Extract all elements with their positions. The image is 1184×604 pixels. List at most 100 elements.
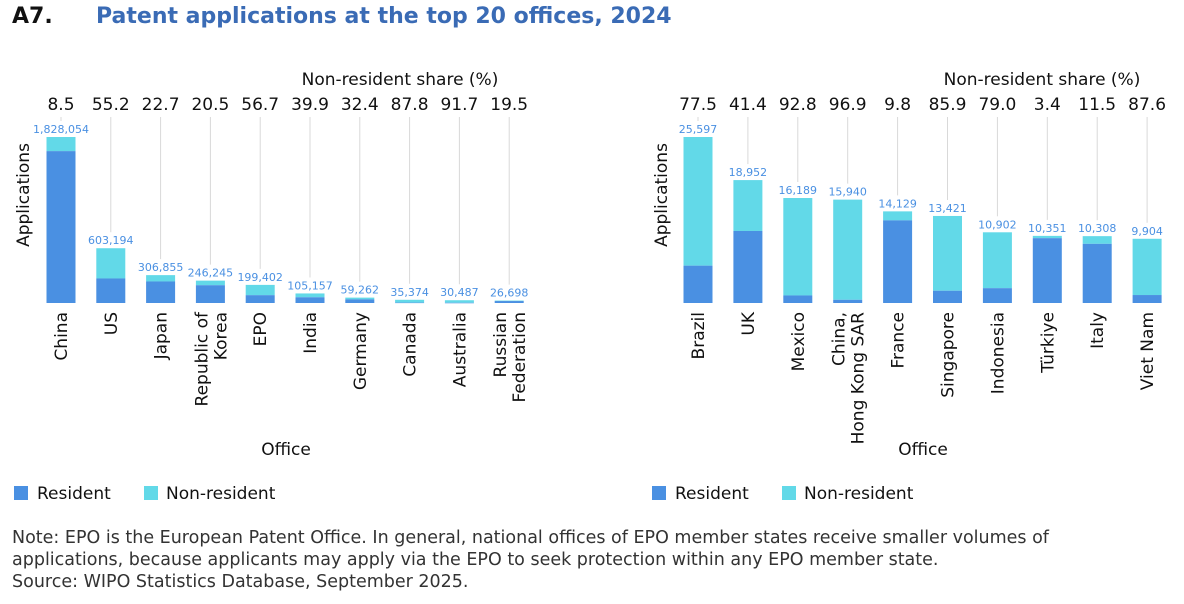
share-label: 96.9: [829, 95, 867, 115]
category-label: Viet Nam: [1138, 312, 1158, 390]
bar-non-resident: [46, 137, 76, 152]
category-label: Brazil: [689, 312, 709, 359]
value-label: 13,421: [928, 202, 967, 215]
bar-resident: [345, 299, 375, 303]
share-label: 11.5: [1078, 95, 1116, 115]
bar-resident: [982, 288, 1012, 303]
bar-resident: [783, 295, 813, 303]
category-label: Japan: [152, 312, 172, 360]
share-label: 77.5: [679, 95, 717, 115]
bar-non-resident: [833, 199, 863, 300]
note: Note: EPO is the European Patent Office.…: [12, 527, 1172, 593]
y-axis-title: Applications: [14, 143, 34, 247]
x-axis-title: Office: [261, 440, 311, 460]
share-label: 3.4: [1034, 95, 1061, 115]
share-label: 22.7: [142, 95, 180, 115]
share-label: 87.6: [1128, 95, 1166, 115]
category-label: France: [889, 312, 909, 369]
bar-non-resident: [494, 300, 524, 302]
category-label: Germany: [351, 312, 371, 390]
bar-resident: [195, 285, 225, 303]
bar-non-resident: [1082, 236, 1112, 244]
category-label: Republic of: [192, 311, 212, 406]
share-label: 92.8: [779, 95, 817, 115]
value-label: 18,952: [729, 166, 768, 179]
bar-non-resident: [683, 137, 713, 266]
value-label: 15,940: [828, 186, 867, 199]
value-label: 246,245: [188, 267, 234, 280]
bar-resident: [1082, 243, 1112, 303]
bar-non-resident: [444, 300, 474, 303]
value-label: 16,189: [779, 184, 818, 197]
category-label: UK: [739, 311, 759, 335]
category-label: China: [52, 312, 72, 361]
share-label: 19.5: [490, 95, 528, 115]
note-line: applications, because applicants may app…: [12, 550, 939, 570]
bar-resident: [883, 220, 913, 303]
bar-non-resident: [933, 215, 962, 291]
figure-title: Patent applications at the top 20 office…: [96, 4, 672, 29]
bar-resident: [46, 151, 76, 303]
bar-non-resident: [982, 232, 1012, 289]
bar-non-resident: [96, 248, 126, 279]
figure-number: A7.: [12, 4, 53, 29]
bar-non-resident: [1132, 238, 1162, 296]
bar-resident: [444, 302, 474, 304]
value-label: 10,351: [1028, 222, 1067, 235]
share-label: 85.9: [929, 95, 967, 115]
value-label: 10,308: [1078, 222, 1117, 235]
legend-swatch-resident: [652, 486, 666, 500]
value-label: 10,902: [978, 218, 1017, 231]
charts-canvas: Non-resident share (%) Applications 8.5 1,8…: [14, 70, 1166, 504]
category-label: China,: [830, 312, 850, 366]
bar-resident: [96, 278, 126, 303]
bar-resident: [494, 301, 524, 303]
value-label: 603,194: [88, 234, 134, 247]
bar-non-resident: [883, 211, 913, 221]
legend-label-non-resident: Non-resident: [166, 484, 276, 504]
category-label: US: [102, 312, 122, 335]
y-axis-title: Applications: [652, 143, 672, 247]
share-label: 39.9: [291, 95, 329, 115]
category-label: Türkiye: [1038, 312, 1058, 374]
bar-non-resident: [295, 293, 325, 298]
legend-swatch-non-resident: [782, 486, 796, 500]
value-label: 1,828,054: [33, 123, 89, 136]
bar-resident: [733, 230, 763, 303]
value-label: 199,402: [237, 271, 283, 284]
x-axis-title: Office: [898, 440, 948, 460]
share-label: 9.8: [884, 95, 911, 115]
bar-non-resident: [195, 280, 225, 286]
category-label: Mexico: [789, 312, 809, 371]
share-label: 56.7: [241, 95, 279, 115]
value-label: 35,374: [390, 286, 429, 299]
bar-resident: [1032, 238, 1062, 303]
share-label: 20.5: [191, 95, 229, 115]
legend-swatch-non-resident: [144, 486, 158, 500]
value-label: 30,487: [440, 286, 479, 299]
value-label: 25,597: [679, 123, 718, 136]
category-label: Singapore: [939, 312, 959, 398]
category-label: Russian: [491, 312, 511, 377]
category-label: Italy: [1088, 312, 1108, 349]
category-label: Australia: [450, 312, 470, 387]
category-label: Hong Kong SAR: [849, 312, 869, 445]
top-axis-title: Non-resident share (%): [302, 70, 499, 90]
bar-non-resident: [395, 299, 425, 303]
note-line: Note: EPO is the European Patent Office.…: [12, 528, 1049, 548]
share-label: 41.4: [729, 95, 767, 115]
bar-resident: [295, 297, 325, 303]
bar-non-resident: [146, 275, 176, 282]
source-line: Source: WIPO Statistics Database, Septem…: [12, 572, 469, 592]
share-label: 91.7: [440, 95, 478, 115]
share-label: 32.4: [341, 95, 379, 115]
bar-non-resident: [783, 198, 813, 296]
legend-label-resident: Resident: [675, 484, 749, 504]
share-label: 55.2: [92, 95, 130, 115]
bar-resident: [245, 295, 275, 303]
share-label: 87.8: [391, 95, 429, 115]
bar-non-resident: [733, 180, 763, 231]
value-label: 306,855: [138, 261, 184, 274]
bar-resident: [1132, 295, 1162, 303]
figure-header: A7. Patent applications at the top 20 off…: [12, 4, 672, 29]
